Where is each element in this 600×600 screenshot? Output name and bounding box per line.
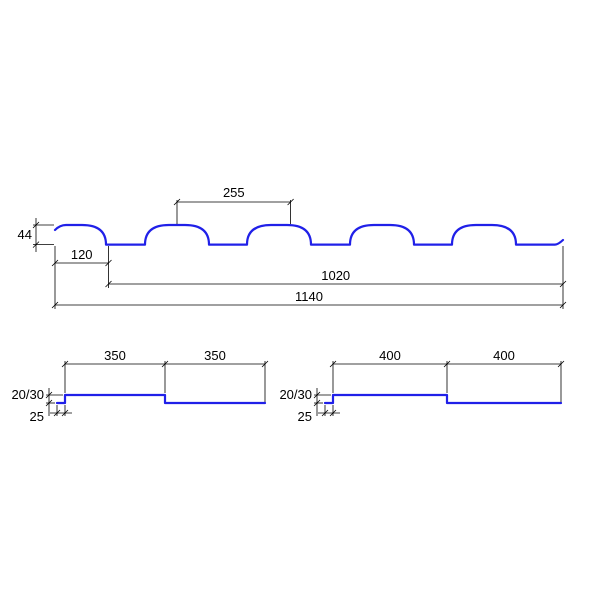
dim-height-44: 44 (18, 218, 54, 252)
top-profile (55, 225, 563, 245)
label-120: 120 (71, 247, 93, 262)
label-br-2030: 20/30 (279, 387, 312, 402)
top-profile-group: 255 44 120 1020 (18, 185, 566, 309)
bottom-right-group: 400 400 20/30 25 (279, 348, 564, 424)
dim-1140: 1140 (52, 266, 566, 309)
label-bl-350b: 350 (204, 348, 226, 363)
technical-drawing: 255 44 120 1020 (0, 0, 600, 600)
dim-1020: 1020 (106, 246, 567, 288)
label-br-400b: 400 (493, 348, 515, 363)
bottom-right-profile (325, 395, 561, 403)
label-1140: 1140 (295, 289, 323, 304)
label-bl-350a: 350 (104, 348, 126, 363)
dim-br-heights: 20/30 25 (279, 387, 340, 424)
label-br-400a: 400 (379, 348, 401, 363)
bottom-left-group: 350 350 20/30 25 (11, 348, 268, 424)
label-255: 255 (223, 185, 245, 200)
label-1020: 1020 (321, 268, 350, 283)
dim-bl-heights: 20/30 25 (11, 387, 72, 424)
bottom-left-profile (57, 395, 265, 403)
label-bl-2030: 20/30 (11, 387, 44, 402)
label-br-25: 25 (298, 409, 312, 424)
dim-120: 120 (52, 246, 112, 266)
dim-pitch-255: 255 (174, 185, 294, 224)
label-44: 44 (18, 227, 32, 242)
label-bl-25: 25 (30, 409, 44, 424)
